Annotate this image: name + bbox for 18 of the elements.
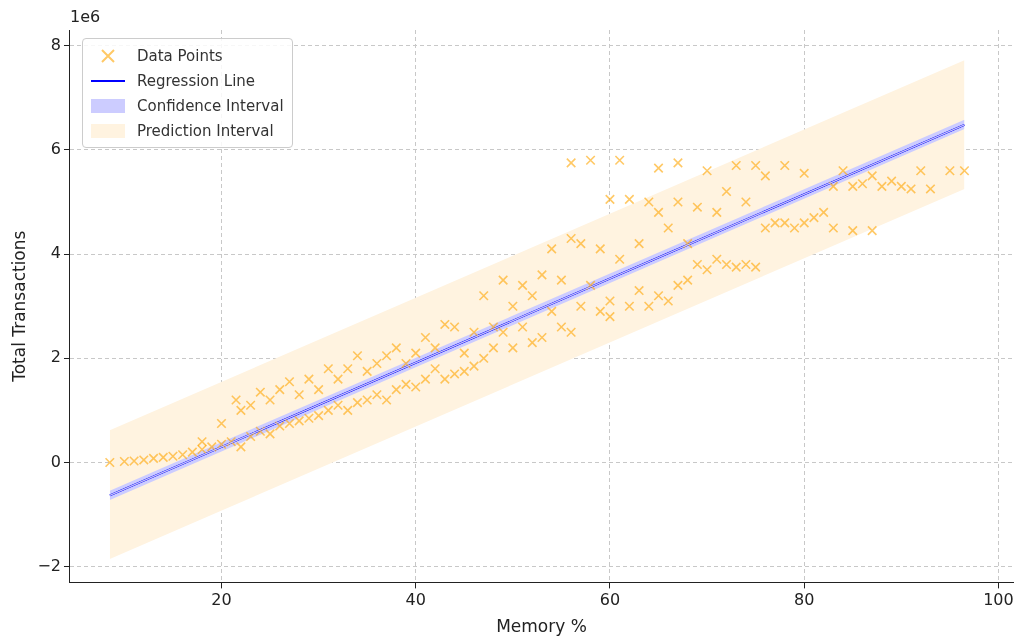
x-tick-label: 20 [211, 590, 232, 610]
text: 1e6 [69, 7, 101, 27]
y-tick-label: 4 [50, 243, 61, 263]
x-tick-label: 100 [983, 590, 1014, 610]
y-tick-label: 2 [50, 347, 61, 367]
legend-label: Data Points [137, 46, 223, 65]
y-tick-label: 8 [50, 34, 61, 54]
x-axis-title: Memory % [496, 616, 587, 637]
y-tick-label: −2 [37, 555, 61, 575]
legend-label: Prediction Interval [137, 121, 274, 140]
legend-label: Confidence Interval [137, 96, 284, 115]
x-tick-label: 60 [599, 590, 621, 610]
x-tick-label: 40 [405, 590, 426, 610]
y-tick-label: 6 [50, 139, 61, 159]
legend-label: Regression Line [137, 71, 256, 90]
y-axis-title: Total Transactions [8, 230, 29, 383]
x-tick-label: 80 [794, 590, 815, 610]
y-tick-label: 0 [50, 451, 61, 471]
